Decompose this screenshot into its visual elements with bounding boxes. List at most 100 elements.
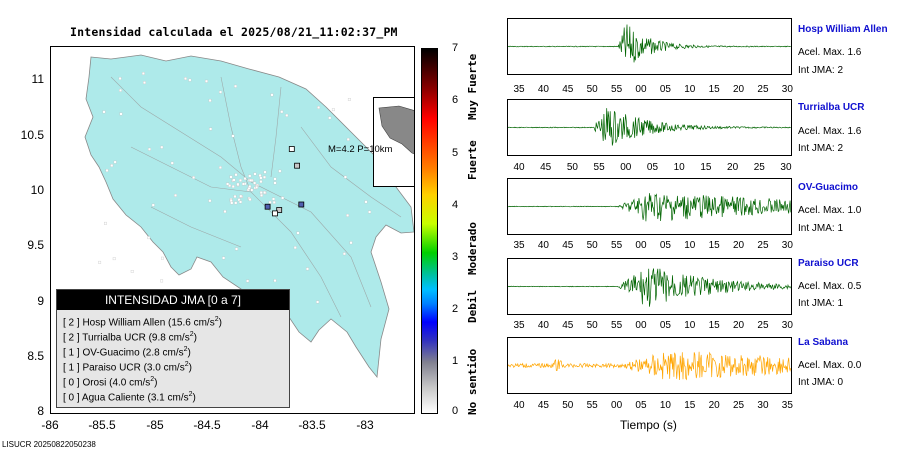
costa-rica-land xyxy=(84,54,414,379)
trace-tick: 10 xyxy=(659,400,671,411)
trace-axis: 40 45 50 55 00 05 10 15 20 25 30 35 xyxy=(507,400,792,414)
trace-tick: 30 xyxy=(781,320,793,331)
y-tick: 11 xyxy=(31,72,44,86)
town-dot xyxy=(98,260,102,264)
trace-tick: 35 xyxy=(513,320,525,331)
trace-tick: 55 xyxy=(611,320,623,331)
trace-tick: 05 xyxy=(659,320,671,331)
y-tick: 9.5 xyxy=(27,238,44,252)
town-dot xyxy=(218,166,222,169)
trace-tick: 35 xyxy=(513,240,525,251)
town-dot xyxy=(119,88,122,92)
town-dot xyxy=(205,79,208,83)
station-markers xyxy=(264,146,305,217)
station-name: La Sabana xyxy=(798,337,849,348)
y-tick: 10.5 xyxy=(20,128,44,142)
town-dot xyxy=(239,178,242,182)
town-dot xyxy=(253,172,257,176)
trace-axis: 40 45 50 55 00 05 10 15 20 25 30 xyxy=(507,162,792,176)
trace-tick: 40 xyxy=(513,162,525,173)
town-dot xyxy=(226,182,230,186)
station-marker xyxy=(294,162,301,169)
station-marker xyxy=(298,201,305,208)
town-dot xyxy=(263,191,267,194)
footer-id: LISUCR 20250822050238 xyxy=(2,440,96,449)
trace-tick: 00 xyxy=(635,240,647,251)
waveform-line xyxy=(507,193,792,222)
station-name: Turrialba UCR xyxy=(798,102,865,113)
town-dot xyxy=(239,200,242,204)
town-dot xyxy=(208,199,212,203)
town-dot xyxy=(246,279,250,283)
waveform-line xyxy=(507,108,791,146)
trace-panel xyxy=(507,337,792,394)
legend-row: [ 0 ] Agua Caliente (3.1 cm/s2) xyxy=(63,391,196,404)
town-dot xyxy=(222,256,226,260)
town-dot xyxy=(259,176,263,180)
town-dot xyxy=(253,181,257,185)
town-dot xyxy=(112,257,116,261)
colorbar-number: 7 xyxy=(452,42,459,54)
town-dot xyxy=(223,210,227,213)
acel-max: Acel. Max. 0.0 xyxy=(798,360,862,371)
trace-panel xyxy=(507,258,792,315)
town-dot xyxy=(343,175,347,179)
colorbar-word: Fuerte xyxy=(466,140,479,180)
legend-row: [ 1 ] OV-Guacimo (2.8 cm/s2) xyxy=(63,346,191,359)
trace-tick: 25 xyxy=(753,162,765,173)
inset-land xyxy=(378,105,414,155)
waveform xyxy=(507,108,791,146)
town-dot xyxy=(161,256,164,260)
trace-tick: 10 xyxy=(684,84,696,95)
trace-tick: 05 xyxy=(635,400,647,411)
trace-tick: 20 xyxy=(733,320,745,331)
trace-tick: 05 xyxy=(659,84,671,95)
y-tick: 8 xyxy=(37,404,44,418)
trace-axis: 35 40 45 50 55 00 05 10 15 20 25 30 xyxy=(507,84,792,98)
town-dot xyxy=(209,127,213,131)
town-dot xyxy=(184,77,187,81)
town-dot xyxy=(249,178,253,182)
station-marker xyxy=(288,146,295,152)
trace-tick: 40 xyxy=(513,400,525,411)
trace-tick: 25 xyxy=(757,84,769,95)
intensity-colorbar xyxy=(421,48,438,414)
trace-tick: 15 xyxy=(708,320,720,331)
int-jma: Int JMA: 2 xyxy=(798,143,844,154)
colorbar-number: 3 xyxy=(452,251,459,263)
trace-tick: 00 xyxy=(611,400,623,411)
x-tick: -84.5 xyxy=(193,418,221,432)
town-dot xyxy=(331,108,335,112)
town-dot xyxy=(296,231,300,235)
time-axis-label: Tiempo (s) xyxy=(620,418,677,432)
town-dot xyxy=(104,221,107,225)
int-jma: Int JMA: 2 xyxy=(798,65,844,76)
colorbar-word: Muy Fuerte xyxy=(466,53,479,120)
town-dot xyxy=(260,193,263,197)
trace-panel xyxy=(507,18,792,75)
town-dot xyxy=(219,90,222,94)
town-dot xyxy=(174,193,177,197)
waveform xyxy=(507,351,792,381)
town-dot xyxy=(250,188,254,192)
trace-tick: 45 xyxy=(562,84,574,95)
town-dot xyxy=(237,198,241,202)
trace-tick: 50 xyxy=(586,320,598,331)
town-dot xyxy=(272,200,276,204)
town-dot xyxy=(239,194,243,198)
town-dot xyxy=(170,161,174,165)
town-dot xyxy=(230,201,234,205)
trace-tick: 50 xyxy=(586,84,598,95)
town-dot xyxy=(231,134,235,138)
map-title: Intensidad calculada el 2025/08/21_11:02… xyxy=(70,25,398,39)
town-dot xyxy=(141,72,145,75)
int-jma: Int JMA: 1 xyxy=(798,298,844,309)
trace-axis: 35 40 45 50 55 00 05 10 15 20 25 30 xyxy=(507,240,792,254)
x-tick: -85 xyxy=(146,418,164,432)
y-tick: 8.5 xyxy=(27,349,44,363)
trace-tick: 50 xyxy=(586,240,598,251)
town-dot xyxy=(243,177,247,181)
trace-tick: 05 xyxy=(659,240,671,251)
town-dot xyxy=(248,198,252,201)
trace-tick: 20 xyxy=(708,400,720,411)
